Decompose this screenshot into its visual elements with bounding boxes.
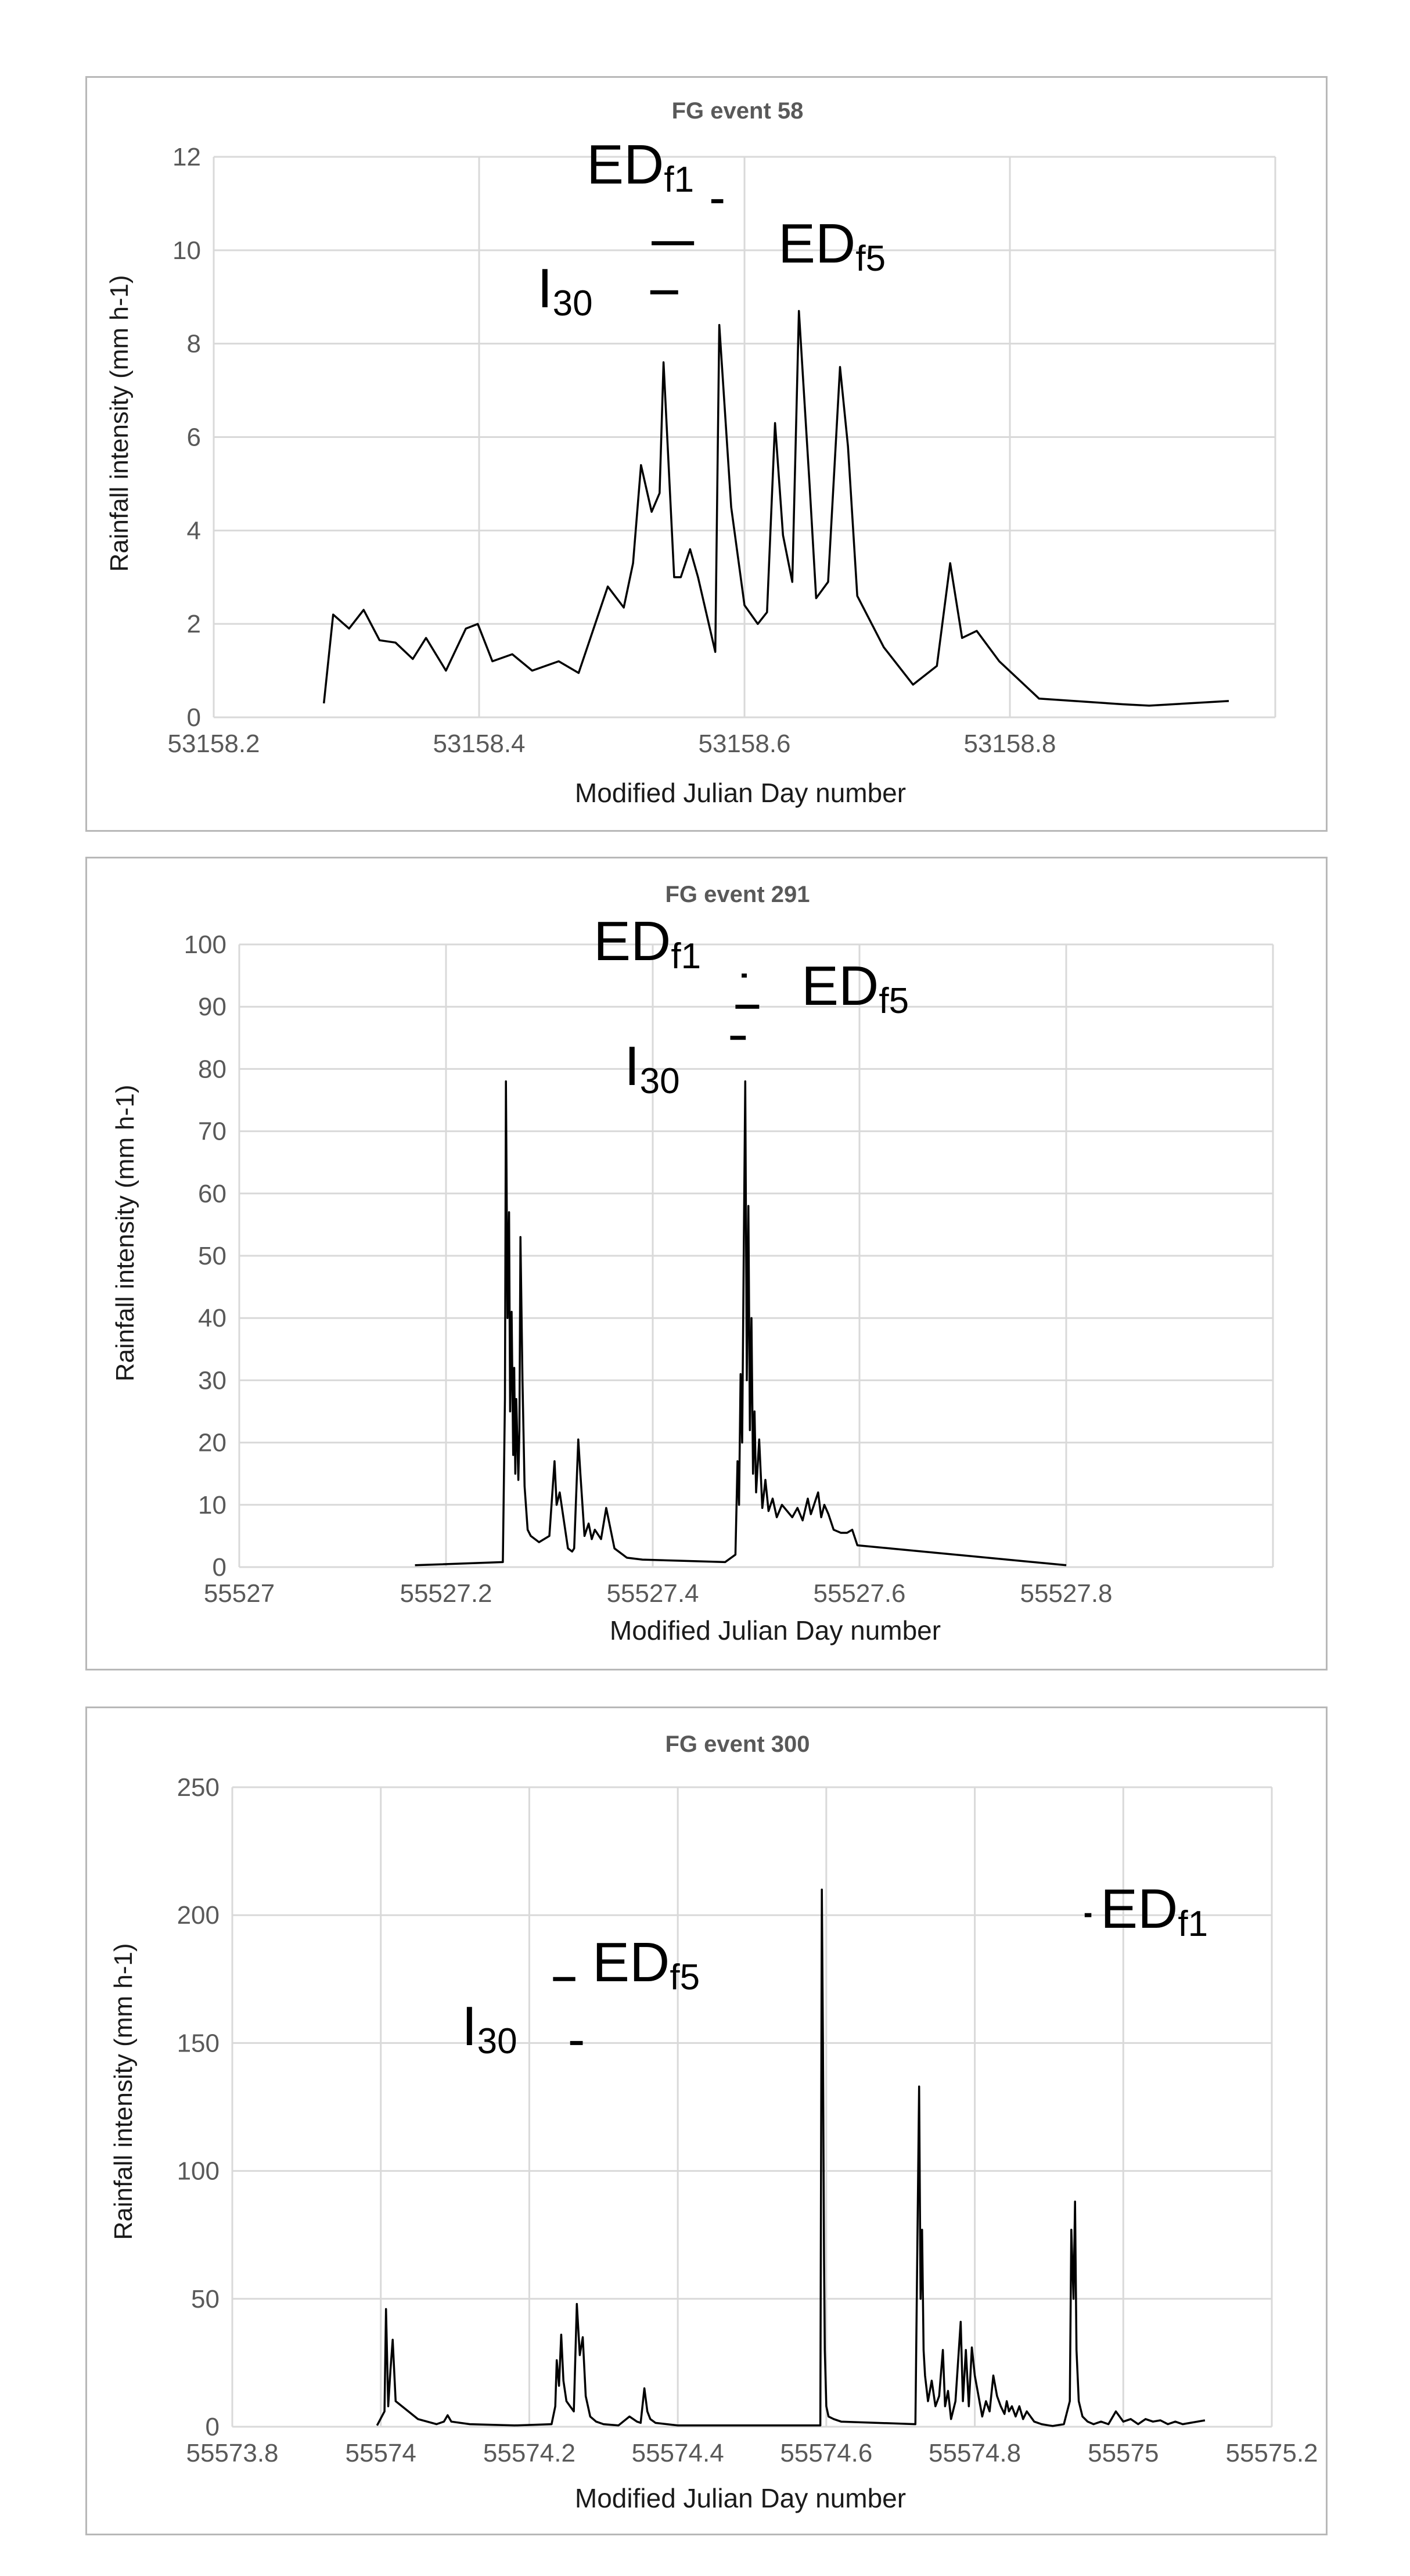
- chart-panel-event-58: FG event 58 0 2 4 6 8 10 12 53158.2 53158.4 5315…: [85, 76, 1328, 832]
- annotation-edf5-sub: f5: [670, 1957, 700, 1997]
- chart-event-291: FG event 291 0 10 20 30 40 50 60 70 80 90 100 5552…: [111, 882, 1274, 1646]
- y-tick-label: 70: [198, 1118, 226, 1146]
- y-tick-label: 20: [198, 1429, 226, 1457]
- annotation-i30-base: I: [537, 257, 553, 319]
- annotation-i30-base: I: [624, 1035, 640, 1097]
- chart-event-58: FG event 58 0 2 4 6 8 10 12 53158.2 53158.4 5315…: [105, 98, 1276, 808]
- y-tick-label: 80: [198, 1055, 226, 1083]
- annotation-i30-sub: 30: [640, 1061, 680, 1101]
- annotation-edf1-sub: f1: [1178, 1904, 1208, 1944]
- y-tick-label: 2: [187, 610, 201, 638]
- x-tick-label: 53158.4: [433, 730, 525, 758]
- chart-panel-event-291: FG event 291 0 10 20 30 40 50 60 70 80 90 100 5552…: [85, 857, 1328, 1670]
- y-tick-label: 30: [198, 1366, 226, 1395]
- y-tick-label: 4: [187, 516, 201, 545]
- y-tick-label: 12: [172, 143, 201, 171]
- x-axis-label: Modified Julian Day number: [575, 778, 906, 808]
- y-tick-label: 50: [198, 1242, 226, 1270]
- annotation-edf1: EDf1: [594, 910, 701, 976]
- annotation-edf1: EDf1: [587, 134, 694, 200]
- x-tick-label: 55527.2: [400, 1579, 492, 1608]
- annotation-edf1-base: ED: [594, 910, 671, 972]
- x-axis-label: Modified Julian Day number: [575, 2483, 906, 2513]
- y-tick-label: 0: [206, 2413, 220, 2441]
- y-tick-label: 0: [213, 1553, 226, 1582]
- y-axis-label: Rainfall intensity (mm h-1): [111, 1084, 139, 1381]
- y-tick-label: 6: [187, 423, 201, 452]
- series-line-rainfall-intensity: [376, 1888, 1206, 2427]
- y-tick-label: 10: [172, 236, 201, 265]
- y-tick-label: 0: [187, 703, 201, 732]
- y-tick-label: 50: [191, 2285, 220, 2313]
- annotation-i30-sub: 30: [553, 283, 593, 324]
- annotation-edf1-base: ED: [1100, 1878, 1178, 1940]
- y-tick-label: 90: [198, 993, 226, 1021]
- chart-title: FG event 300: [665, 1731, 810, 1757]
- annotation-edf1-sub: f1: [671, 936, 701, 976]
- x-tick-label: 55527.4: [606, 1579, 699, 1608]
- chart-event-300: FG event 300 0 50 100 150 200 250 55573.8 5557…: [109, 1731, 1318, 2513]
- y-tick-label: 10: [198, 1491, 226, 1519]
- x-tick-label: 55574.4: [632, 2439, 724, 2467]
- chart-title: FG event 58: [672, 98, 804, 124]
- annotation-edf1-sub: f1: [664, 160, 694, 200]
- annotation-edf5: EDf5: [801, 955, 909, 1021]
- x-tick-label: 55574.8: [929, 2439, 1021, 2467]
- x-tick-label: 55575: [1088, 2439, 1159, 2467]
- y-axis-label: Rainfall intensity (mm h-1): [105, 275, 134, 572]
- y-tick-label: 100: [177, 2157, 220, 2186]
- annotation-edf5: EDf5: [592, 1931, 700, 1997]
- annotation-edf5-sub: f5: [855, 239, 886, 279]
- x-tick-label: 55527.8: [1020, 1579, 1112, 1608]
- y-tick-label: 8: [187, 330, 201, 358]
- y-axis-label: Rainfall intensity (mm h-1): [109, 1943, 138, 2240]
- annotation-edf5: EDf5: [778, 213, 886, 279]
- y-tick-label: 200: [177, 1901, 220, 1930]
- annotation-i30-sub: 30: [477, 2021, 517, 2061]
- y-tick-label: 250: [177, 1773, 220, 1802]
- x-tick-label: 55527: [204, 1579, 275, 1608]
- x-tick-label: 53158.8: [963, 730, 1056, 758]
- annotation-edf5-base: ED: [592, 1931, 670, 1993]
- series-line-rainfall-intensity: [415, 1080, 1067, 1567]
- y-tick-label: 100: [184, 930, 226, 959]
- x-tick-label: 55574.6: [780, 2439, 872, 2467]
- y-tick-label: 60: [198, 1180, 226, 1208]
- x-tick-label: 55574: [346, 2439, 416, 2467]
- y-tick-label: 150: [177, 2029, 220, 2057]
- annotation-i30-base: I: [462, 1995, 477, 2057]
- annotation-i30: I30: [537, 257, 593, 324]
- x-tick-label: 55573.8: [186, 2439, 278, 2467]
- annotation-edf1: EDf1: [1100, 1878, 1208, 1944]
- series-line-rainfall-intensity: [322, 310, 1229, 707]
- x-tick-label: 55574.2: [483, 2439, 575, 2467]
- annotation-edf5-base: ED: [778, 213, 855, 275]
- x-tick-label: 55575.2: [1225, 2439, 1318, 2467]
- chart-title: FG event 291: [665, 882, 810, 907]
- y-tick-label: 40: [198, 1304, 226, 1332]
- annotation-edf5-base: ED: [801, 955, 879, 1017]
- annotation-i30: I30: [624, 1035, 680, 1101]
- x-tick-label: 55527.6: [813, 1579, 905, 1608]
- x-tick-label: 53158.6: [698, 730, 790, 758]
- annotation-i30: I30: [462, 1995, 517, 2061]
- annotation-edf5-sub: f5: [879, 981, 909, 1021]
- chart-panel-event-300: FG event 300 0 50 100 150 200 250 55573.8 5557…: [85, 1706, 1328, 2535]
- x-tick-label: 53158.2: [167, 730, 260, 758]
- annotation-edf1-base: ED: [587, 134, 664, 196]
- x-axis-label: Modified Julian Day number: [610, 1615, 941, 1646]
